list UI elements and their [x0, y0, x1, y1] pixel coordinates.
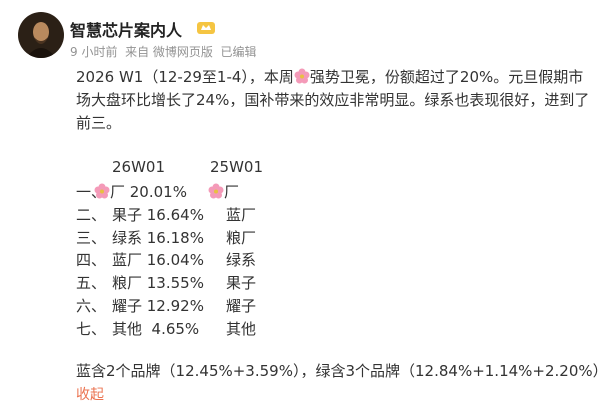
cell-text: 果子 16.64% — [112, 205, 204, 224]
table-cell: 果子 16.64% — [112, 204, 204, 225]
cell-text: 厂 20.01% — [110, 183, 187, 201]
flower-emoji — [94, 183, 110, 199]
table-cell: 四、 — [76, 249, 106, 270]
cell-text: 粮厂 — [226, 228, 257, 247]
cell-text: 耀子 — [226, 297, 257, 315]
cell-text: 四、 — [76, 251, 107, 270]
post-meta: 9 小时前 来自 微博网页版 已编辑 — [70, 45, 257, 59]
table-cell: 绿系 16.18% — [112, 227, 204, 248]
table-cell: 耀子 — [226, 295, 256, 316]
table-cell: 三、 — [76, 227, 106, 248]
post-text: 2026 W1（12-29至1-4），本周 强势卫冕，份额超过了20%。元旦假期市… — [76, 66, 591, 135]
cell-text: 七、 — [76, 319, 107, 338]
cell-text: 三、 — [76, 228, 107, 247]
table-cell: 其他 4.65% — [112, 318, 199, 339]
verified-badge — [197, 22, 215, 34]
flower-emoji — [294, 68, 310, 84]
cell-text: 耀子 12.92% — [112, 297, 204, 315]
cell-text: 其他 4.65% — [112, 319, 200, 338]
cell-text: 蓝厂 16.04% — [112, 251, 204, 270]
cell-text: 绿系 — [226, 251, 257, 270]
footer-text: 蓝含2个品牌（12.45%+3.59%），绿含3个品牌（12.84%+1.14%… — [76, 362, 600, 380]
cell-text: 六、 — [76, 297, 107, 315]
cell-text: 厂 — [224, 183, 240, 201]
cell-text: 其他 — [226, 319, 257, 338]
cell-text: 五、 — [76, 274, 107, 293]
table-cell: 二、 — [76, 204, 106, 225]
table-cell: 厂 20.01% — [94, 181, 187, 202]
cell-text: 二、 — [76, 205, 107, 224]
cell-text: 果子 — [226, 274, 257, 293]
table-cell: 厂 — [208, 181, 239, 202]
table-cell: 粮厂 — [226, 227, 256, 248]
flower-emoji — [208, 183, 224, 199]
table-cell: 粮厂 13.55% — [112, 272, 204, 293]
text: 2026 W1（12-29至1-4），本周 — [76, 68, 294, 86]
table-cell: 七、 — [76, 318, 106, 339]
cell-text: 绿系 16.18% — [112, 228, 204, 247]
text: 强势卫冕，份额超过了20%。元旦假期市场大盘环比增长了24%，国补带来的效应非常… — [76, 68, 590, 132]
table-cell: 绿系 — [226, 249, 256, 270]
table-cell: 其他 — [226, 318, 256, 339]
table-cell: 五、 — [76, 272, 106, 293]
author-name[interactable]: 智慧芯片案内人 — [70, 21, 183, 40]
avatar[interactable] — [18, 12, 64, 58]
table-cell: 蓝厂 16.04% — [112, 249, 204, 270]
table-cell: 六、 — [76, 295, 106, 316]
table-header: 25W01 — [210, 158, 264, 176]
table-cell: 耀子 12.92% — [112, 295, 204, 316]
table-header: 26W01 — [112, 158, 166, 176]
table-cell: 蓝厂 — [226, 204, 256, 225]
cell-text: 蓝厂 — [226, 205, 257, 224]
cell-text: 粮厂 13.55% — [112, 274, 204, 293]
collapse-link[interactable]: 收起 — [76, 387, 104, 403]
table-cell: 果子 — [226, 272, 256, 293]
